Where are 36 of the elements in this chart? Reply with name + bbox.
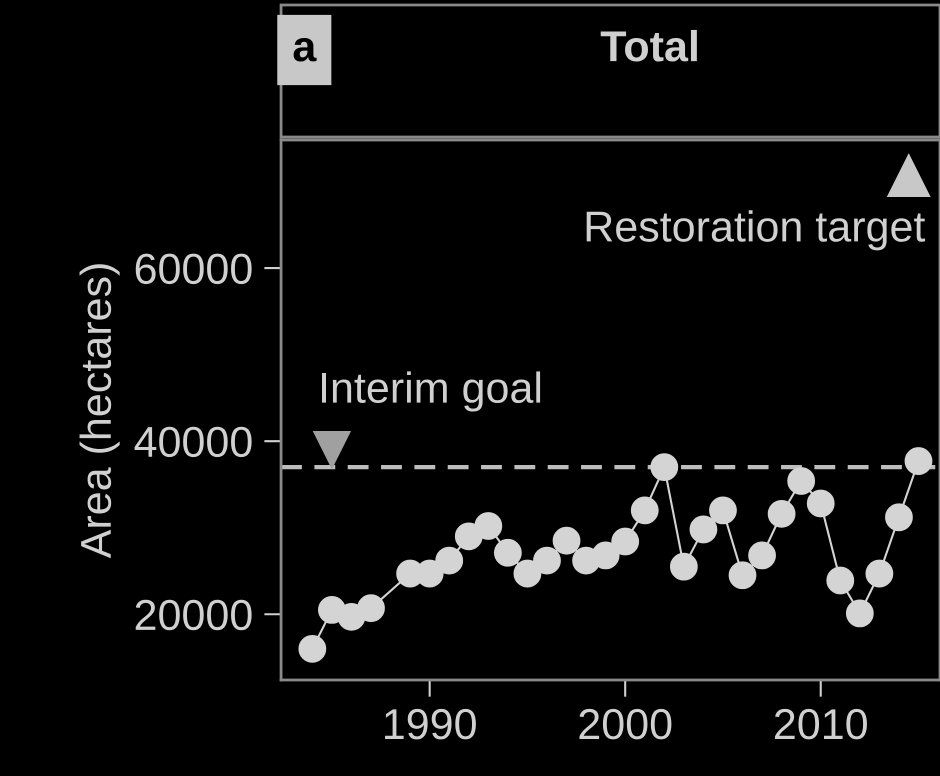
point — [514, 560, 542, 588]
point — [592, 542, 620, 570]
point — [748, 542, 776, 570]
y-axis-title: Area (hectares) — [80, 264, 120, 558]
point — [611, 528, 640, 556]
annotation: Interim goal — [322, 371, 540, 412]
point — [494, 538, 522, 567]
annotation: Restoration target — [586, 210, 926, 250]
point — [298, 634, 326, 663]
point — [904, 447, 932, 475]
x-tick-label: 2000 — [579, 708, 672, 740]
point — [709, 496, 737, 524]
y-tick-label: 40000 — [134, 426, 252, 458]
chart-title: Total — [600, 30, 697, 62]
point — [435, 546, 464, 574]
point — [787, 467, 816, 495]
x-tick-label: 1990 — [385, 708, 476, 740]
point — [474, 512, 502, 540]
point — [728, 561, 756, 590]
y-tick-label: 20000 — [136, 600, 252, 630]
point — [650, 453, 678, 482]
text: a — [294, 38, 317, 62]
point — [630, 496, 659, 524]
point — [865, 560, 894, 588]
point — [846, 599, 874, 628]
point — [826, 566, 854, 594]
x-tick-label: 2010 — [775, 708, 867, 740]
point — [670, 552, 698, 581]
point — [768, 500, 796, 528]
y-tick-label: 60000 — [136, 254, 252, 284]
point — [885, 503, 913, 532]
point — [533, 546, 561, 574]
point — [690, 516, 718, 544]
point — [552, 526, 580, 555]
point — [806, 490, 835, 518]
point — [357, 594, 385, 622]
